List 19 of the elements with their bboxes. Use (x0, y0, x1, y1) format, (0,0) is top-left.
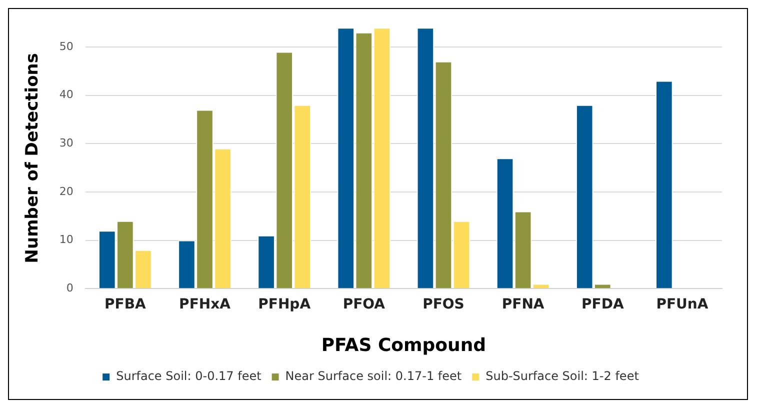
legend-label: Sub-Surface Soil: 1-2 feet (486, 369, 640, 384)
y-tick-label: 50 (59, 40, 74, 53)
y-tick-label: 10 (59, 233, 74, 246)
y-tick-label: 0 (66, 281, 74, 294)
legend-label: Near Surface soil: 0.17-1 feet (285, 369, 462, 384)
x-tick-label: PFBA (104, 296, 146, 313)
x-tick-label: PFHpA (258, 296, 311, 313)
x-tick-label: PFUnA (656, 296, 708, 313)
y-tick-label: 40 (59, 88, 74, 102)
x-tick-label: PFHxA (179, 296, 231, 313)
x-tick-label: PFNA (502, 296, 544, 313)
legend-label: Surface Soil: 0-0.17 feet (116, 369, 262, 384)
y-axis-title: Number of Detections (22, 52, 43, 264)
y-tick-label: 20 (59, 184, 74, 198)
x-axis-title: PFAS Compound (321, 334, 486, 356)
x-tick-label: PFDA (581, 296, 624, 313)
y-tick-label: 30 (59, 136, 74, 150)
x-tick-label: PFOS (422, 296, 464, 313)
x-tick-label: PFOA (342, 296, 386, 313)
